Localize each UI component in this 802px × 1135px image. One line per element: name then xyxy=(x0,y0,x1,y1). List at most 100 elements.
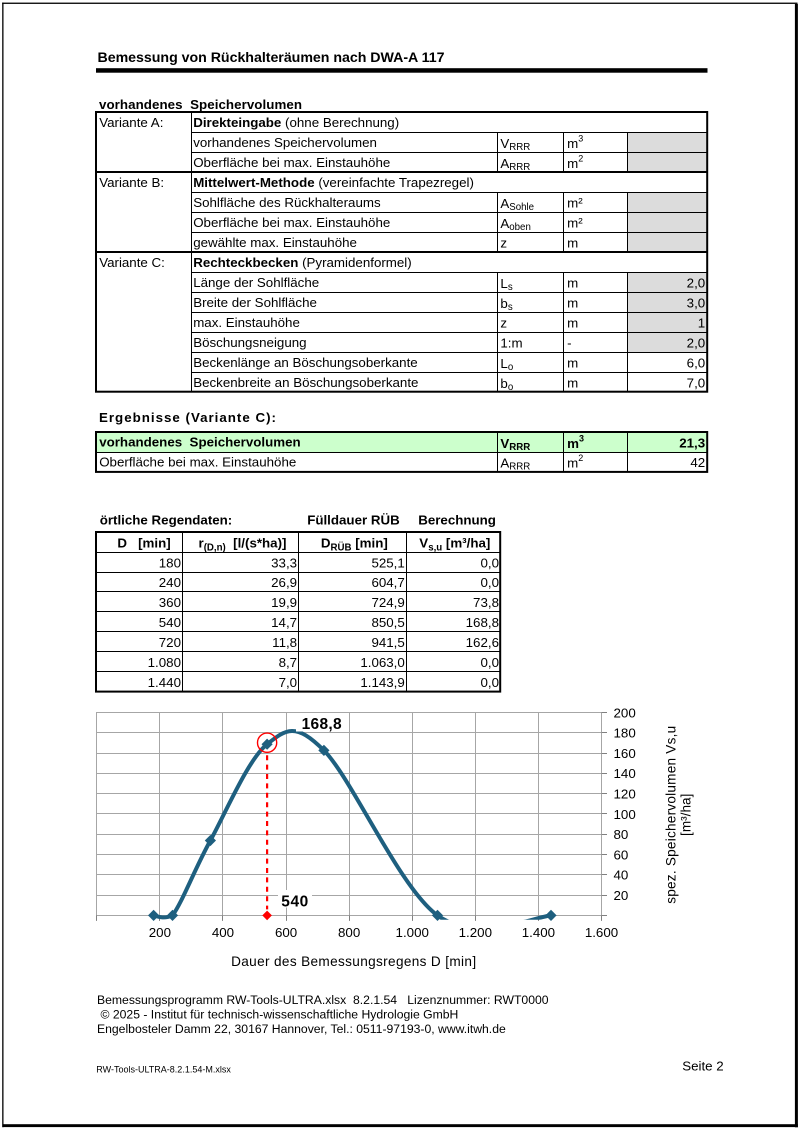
svg-text:0,0: 0,0 xyxy=(480,675,499,690)
svg-text:80: 80 xyxy=(614,827,629,842)
svg-text:100: 100 xyxy=(614,807,636,822)
svg-text:168,8: 168,8 xyxy=(302,716,342,733)
svg-text:180: 180 xyxy=(159,556,181,571)
svg-text:m3: m3 xyxy=(567,433,584,451)
svg-text:73,8: 73,8 xyxy=(473,595,499,610)
svg-text:1: 1 xyxy=(698,316,705,331)
svg-text:1.200: 1.200 xyxy=(459,925,492,940)
svg-text:160: 160 xyxy=(614,746,636,761)
svg-text:D [min]: D [min] xyxy=(117,536,170,551)
svg-text:168,8: 168,8 xyxy=(466,615,499,630)
svg-text:42: 42 xyxy=(690,455,705,470)
svg-text:19,9: 19,9 xyxy=(271,595,297,610)
svg-text:Oberfläche bei max. Einstauhöh: Oberfläche bei max. Einstauhöhe xyxy=(193,155,390,170)
svg-text:40: 40 xyxy=(614,868,629,883)
svg-text:-: - xyxy=(567,336,571,351)
svg-text:Dauer des Bemessungsregens D [: Dauer des Bemessungsregens D [min] xyxy=(231,954,476,969)
svg-text:1.440: 1.440 xyxy=(148,675,181,690)
svg-text:Sohlfläche des Rückhalteraums: Sohlfläche des Rückhalteraums xyxy=(193,195,381,210)
svg-text:max. Einstauhöhe: max. Einstauhöhe xyxy=(193,315,300,330)
svg-text:Mittelwert-Methode (vereinfach: Mittelwert-Methode (vereinfachte Trapezr… xyxy=(193,175,474,190)
svg-text:540: 540 xyxy=(159,615,181,630)
svg-text:1.400: 1.400 xyxy=(522,925,555,940)
svg-text:180: 180 xyxy=(614,726,636,741)
svg-text:m: m xyxy=(567,276,578,291)
svg-text:ARRR: ARRR xyxy=(500,456,530,473)
svg-text:ARRR: ARRR xyxy=(500,156,530,173)
svg-text:1.063,0: 1.063,0 xyxy=(360,655,404,670)
svg-text:m: m xyxy=(567,236,578,251)
svg-text:[m³/ha]: [m³/ha] xyxy=(679,794,694,836)
svg-text:8,7: 8,7 xyxy=(279,655,298,670)
svg-text:Variante B:: Variante B: xyxy=(99,175,164,190)
svg-text:1.600: 1.600 xyxy=(585,925,618,940)
svg-text:720: 720 xyxy=(159,635,181,650)
svg-text:m3: m3 xyxy=(567,134,583,152)
svg-text:ASohle: ASohle xyxy=(500,196,534,213)
svg-text:Variante A:: Variante A: xyxy=(99,115,163,130)
svg-text:7,0: 7,0 xyxy=(687,376,706,391)
svg-text:m: m xyxy=(567,296,578,311)
svg-text:600: 600 xyxy=(275,925,297,940)
svg-text:0,0: 0,0 xyxy=(480,556,499,571)
svg-text:162,6: 162,6 xyxy=(466,635,499,650)
svg-text:m²: m² xyxy=(567,196,583,211)
svg-text:Direkteingabe (ohne Berechnung: Direkteingabe (ohne Berechnung) xyxy=(193,115,399,130)
svg-text:Engelbosteler Damm 22, 30167 H: Engelbosteler Damm 22, 30167 Hannover, T… xyxy=(97,1022,506,1036)
svg-text:Oberfläche bei max. Einstauhöh: Oberfläche bei max. Einstauhöhe xyxy=(99,455,296,470)
svg-text:360: 360 xyxy=(159,595,181,610)
svg-text:Bemessungsprogramm RW-Tools-UL: Bemessungsprogramm RW-Tools-ULTRA.xlsx 8… xyxy=(97,993,549,1007)
svg-text:33,3: 33,3 xyxy=(271,556,297,571)
svg-text:Ls: Ls xyxy=(500,276,512,293)
svg-text:724,9: 724,9 xyxy=(371,595,404,610)
svg-text:örtliche Regendaten:: örtliche Regendaten: xyxy=(100,512,233,527)
svg-text:3,0: 3,0 xyxy=(687,296,706,311)
svg-text:Breite der Sohlfläche: Breite der Sohlfläche xyxy=(193,295,317,310)
svg-text:m: m xyxy=(567,316,578,331)
svg-text:1.000: 1.000 xyxy=(396,925,429,940)
svg-text:11,8: 11,8 xyxy=(272,635,297,650)
svg-text:0,0: 0,0 xyxy=(480,575,499,590)
svg-text:© 2025 - Institut für technisc: © 2025 - Institut für technisch-wissensc… xyxy=(101,1008,459,1022)
svg-text:604,7: 604,7 xyxy=(371,575,404,590)
svg-text:525,1: 525,1 xyxy=(371,556,404,571)
svg-text:m2: m2 xyxy=(567,453,583,471)
svg-text:240: 240 xyxy=(159,575,181,590)
svg-text:m2: m2 xyxy=(567,154,583,172)
svg-text:RW-Tools-ULTRA-8.2.1.54-M.xlsx: RW-Tools-ULTRA-8.2.1.54-M.xlsx xyxy=(96,1064,231,1074)
svg-text:vorhandenes Speichervolumen: vorhandenes Speichervolumen xyxy=(99,97,302,112)
svg-text:vorhandenes Speichervolumen: vorhandenes Speichervolumen xyxy=(99,435,300,450)
svg-text:1:m: 1:m xyxy=(500,336,522,351)
svg-text:800: 800 xyxy=(338,925,360,940)
svg-text:14,7: 14,7 xyxy=(271,615,297,630)
svg-text:20: 20 xyxy=(614,888,629,903)
svg-text:140: 140 xyxy=(614,766,636,781)
svg-text:120: 120 xyxy=(614,786,636,801)
svg-text:Berechnung: Berechnung xyxy=(418,512,496,527)
svg-text:21,3: 21,3 xyxy=(679,435,705,450)
svg-text:Seite 2: Seite 2 xyxy=(682,1059,724,1074)
svg-text:z: z xyxy=(500,236,507,251)
svg-text:m²: m² xyxy=(567,216,583,231)
svg-text:Länge der Sohlfläche: Länge der Sohlfläche xyxy=(193,275,319,290)
svg-text:gewählte max. Einstauhöhe: gewählte max. Einstauhöhe xyxy=(193,235,357,250)
svg-text:m: m xyxy=(567,356,578,371)
svg-text:400: 400 xyxy=(212,925,234,940)
svg-text:1.143,9: 1.143,9 xyxy=(360,675,404,690)
svg-text:bs: bs xyxy=(500,296,512,313)
svg-text:Ergebnisse (Variante C):: Ergebnisse (Variante C): xyxy=(99,410,276,425)
svg-text:540: 540 xyxy=(281,893,308,910)
svg-text:Beckenlänge an Böschungsoberka: Beckenlänge an Böschungsoberkante xyxy=(193,355,418,370)
svg-text:2,0: 2,0 xyxy=(687,276,706,291)
svg-text:941,5: 941,5 xyxy=(371,635,404,650)
svg-text:bo: bo xyxy=(500,376,513,393)
svg-text:0,0: 0,0 xyxy=(480,655,499,670)
svg-text:1.080: 1.080 xyxy=(148,655,181,670)
svg-text:Oberfläche bei max. Einstauhöh: Oberfläche bei max. Einstauhöhe xyxy=(193,215,390,230)
svg-text:VRRR: VRRR xyxy=(500,436,530,453)
svg-text:Bemessung von Rückhalteräumen: Bemessung von Rückhalteräumen nach DWA-A… xyxy=(98,50,445,66)
svg-text:60: 60 xyxy=(614,847,629,862)
svg-text:Böschungsneigung: Böschungsneigung xyxy=(193,335,306,350)
svg-text:Aoben: Aoben xyxy=(500,216,530,233)
svg-text:VRRR: VRRR xyxy=(500,136,530,153)
